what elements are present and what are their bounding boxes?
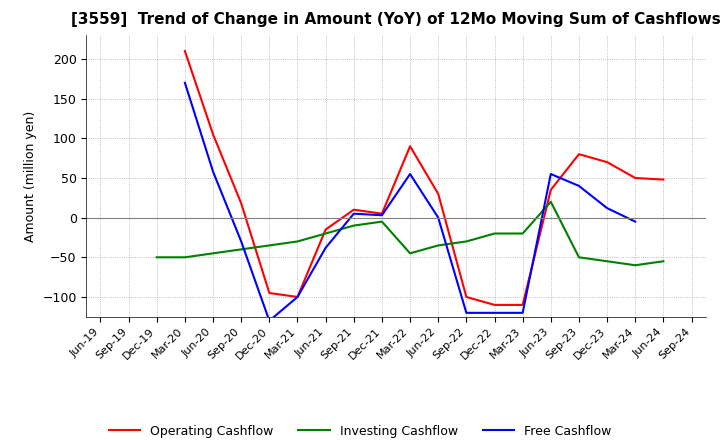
Investing Cashflow	[462, 239, 471, 244]
Operating Cashflow	[209, 132, 217, 137]
Operating Cashflow	[603, 159, 611, 165]
Free Cashflow	[209, 169, 217, 174]
Free Cashflow	[603, 205, 611, 211]
Operating Cashflow	[490, 302, 499, 308]
Operating Cashflow	[575, 151, 583, 157]
Investing Cashflow	[518, 231, 527, 236]
Operating Cashflow	[434, 191, 443, 197]
Y-axis label: Amount (million yen): Amount (million yen)	[24, 110, 37, 242]
Investing Cashflow	[321, 231, 330, 236]
Operating Cashflow	[518, 302, 527, 308]
Free Cashflow	[546, 171, 555, 176]
Free Cashflow	[377, 213, 386, 218]
Operating Cashflow	[321, 227, 330, 232]
Investing Cashflow	[293, 239, 302, 244]
Investing Cashflow	[490, 231, 499, 236]
Investing Cashflow	[406, 251, 415, 256]
Investing Cashflow	[434, 243, 443, 248]
Free Cashflow	[321, 245, 330, 250]
Investing Cashflow	[546, 199, 555, 205]
Operating Cashflow	[293, 294, 302, 300]
Investing Cashflow	[377, 219, 386, 224]
Free Cashflow	[293, 294, 302, 300]
Line: Investing Cashflow: Investing Cashflow	[157, 202, 663, 265]
Free Cashflow	[631, 219, 639, 224]
Free Cashflow	[490, 310, 499, 315]
Investing Cashflow	[575, 255, 583, 260]
Investing Cashflow	[209, 251, 217, 256]
Operating Cashflow	[406, 143, 415, 149]
Investing Cashflow	[237, 247, 246, 252]
Investing Cashflow	[603, 259, 611, 264]
Free Cashflow	[349, 211, 358, 216]
Line: Free Cashflow: Free Cashflow	[185, 83, 635, 321]
Investing Cashflow	[265, 243, 274, 248]
Operating Cashflow	[546, 187, 555, 193]
Free Cashflow	[237, 239, 246, 244]
Operating Cashflow	[377, 211, 386, 216]
Free Cashflow	[434, 215, 443, 220]
Operating Cashflow	[631, 176, 639, 181]
Investing Cashflow	[631, 263, 639, 268]
Investing Cashflow	[349, 223, 358, 228]
Free Cashflow	[575, 183, 583, 189]
Free Cashflow	[462, 310, 471, 315]
Investing Cashflow	[659, 259, 667, 264]
Line: Operating Cashflow: Operating Cashflow	[185, 51, 663, 305]
Free Cashflow	[265, 318, 274, 323]
Operating Cashflow	[659, 177, 667, 182]
Operating Cashflow	[462, 294, 471, 300]
Free Cashflow	[518, 310, 527, 315]
Free Cashflow	[181, 80, 189, 85]
Investing Cashflow	[153, 255, 161, 260]
Title: [3559]  Trend of Change in Amount (YoY) of 12Mo Moving Sum of Cashflows: [3559] Trend of Change in Amount (YoY) o…	[71, 12, 720, 27]
Legend: Operating Cashflow, Investing Cashflow, Free Cashflow: Operating Cashflow, Investing Cashflow, …	[104, 420, 616, 440]
Operating Cashflow	[349, 207, 358, 213]
Operating Cashflow	[181, 48, 189, 54]
Investing Cashflow	[181, 255, 189, 260]
Operating Cashflow	[237, 201, 246, 206]
Operating Cashflow	[265, 290, 274, 296]
Free Cashflow	[406, 171, 415, 176]
